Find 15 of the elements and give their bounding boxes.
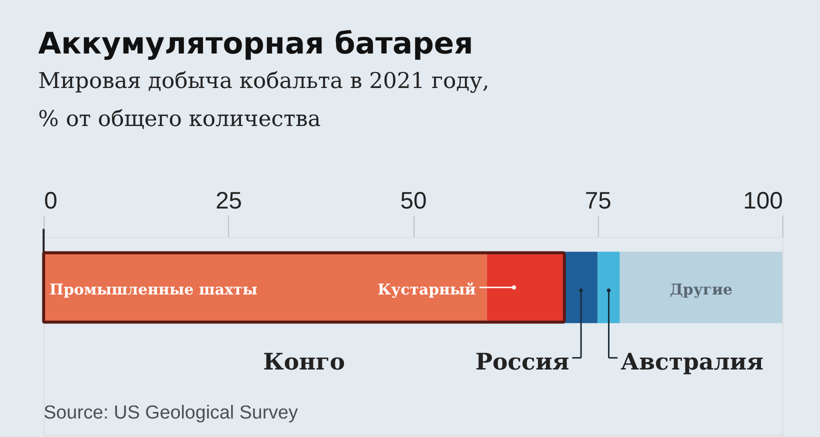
x-tick-label: 75 bbox=[584, 188, 612, 215]
x-tick-label: 0 bbox=[44, 188, 58, 215]
text: Конго bbox=[263, 350, 345, 376]
text: Мировая добыча кобальта в 2021 году, bbox=[38, 69, 490, 94]
chart-title: Аккумуляторная батарея bbox=[38, 26, 474, 62]
series-label: Австралия bbox=[620, 350, 764, 376]
x-tick-label: 25 bbox=[216, 188, 242, 215]
source-note: Source: US Geological Survey bbox=[44, 401, 299, 422]
x-tick-label: 50 bbox=[400, 188, 427, 215]
series-label: Промышленные шахты bbox=[50, 280, 258, 298]
series-label: Россия bbox=[475, 350, 570, 376]
series-label: Другие bbox=[670, 280, 732, 298]
series-label: Кустарный bbox=[378, 280, 476, 298]
x-tick-label: 100 bbox=[743, 188, 783, 215]
text: % от общего количества bbox=[38, 106, 321, 132]
